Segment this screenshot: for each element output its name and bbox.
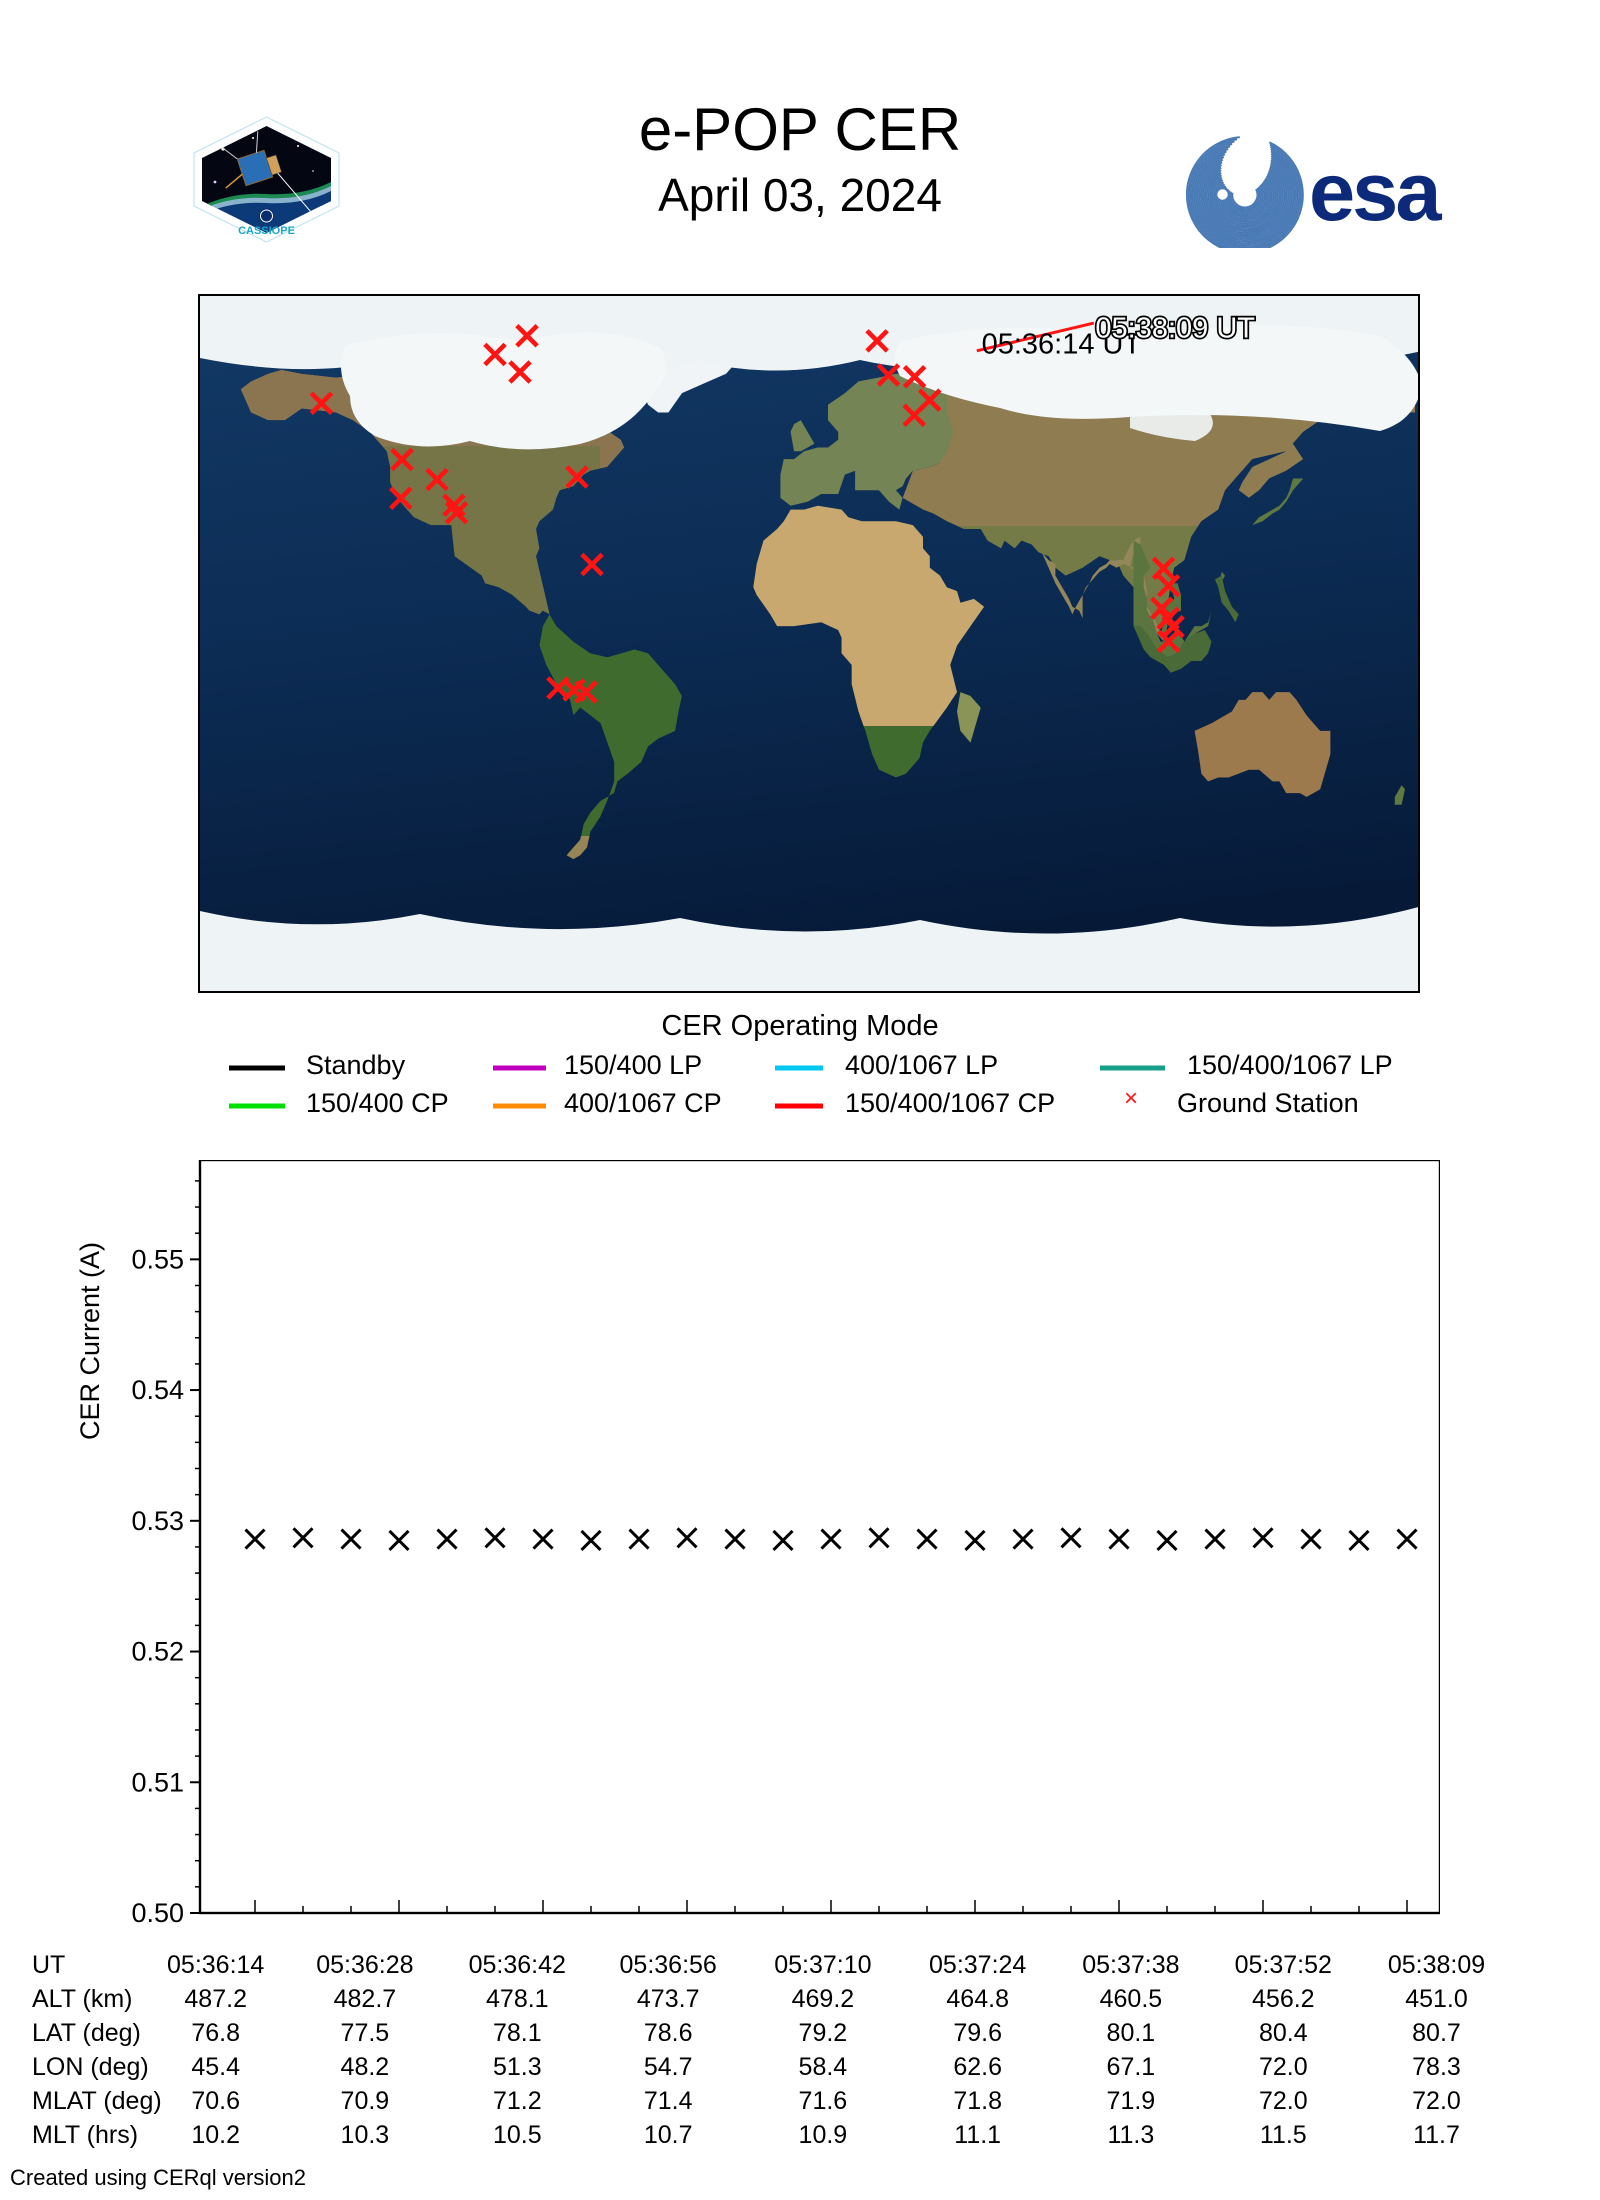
- svg-text:0.52: 0.52: [131, 1637, 184, 1667]
- svg-text:0.53: 0.53: [131, 1506, 184, 1536]
- svg-text:0.51: 0.51: [131, 1767, 184, 1797]
- svg-text:esa: esa: [1309, 145, 1442, 238]
- svg-text:0.54: 0.54: [131, 1375, 184, 1405]
- svg-text:0.50: 0.50: [131, 1898, 184, 1928]
- svg-text:0.55: 0.55: [131, 1244, 184, 1274]
- svg-text:CASSIOPE: CASSIOPE: [238, 225, 295, 237]
- svg-text:05:38:09 UT: 05:38:09 UT: [1095, 312, 1255, 344]
